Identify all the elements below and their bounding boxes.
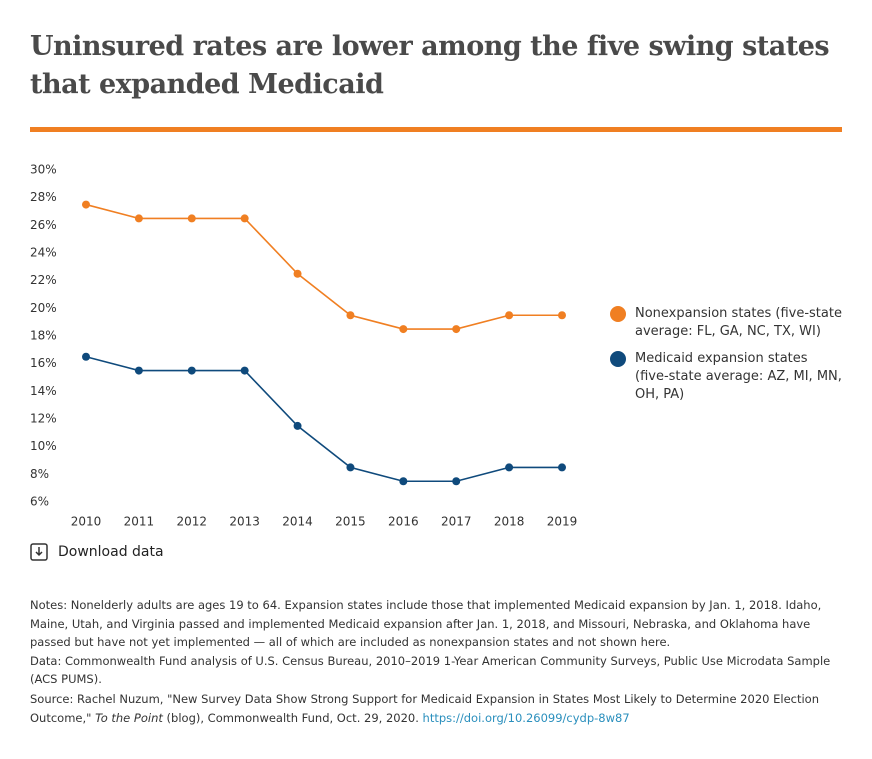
data-point <box>346 311 355 320</box>
x-tick-label: 2016 <box>388 515 419 529</box>
notes-text: Notes: Nonelderly adults are ages 19 to … <box>30 598 822 649</box>
source-text: (blog), Commonwealth Fund, Oct. 29, 2020… <box>162 710 423 725</box>
data-point <box>82 352 90 361</box>
x-tick-label: 2010 <box>71 515 102 529</box>
chart-title: Uninsured rates are lower among the five… <box>30 31 830 100</box>
data-point <box>505 463 514 472</box>
x-tick-label: 2019 <box>547 515 578 529</box>
y-tick-label: 26% <box>30 218 57 232</box>
x-tick-label: 2011 <box>124 515 155 529</box>
y-tick-label: 28% <box>30 190 57 204</box>
download-label[interactable]: Download data <box>58 544 164 560</box>
source-italic: To the Point <box>95 710 163 725</box>
legend-marker <box>610 306 626 322</box>
legend-item: Nonexpansion states (five-state average:… <box>610 305 845 341</box>
y-tick-label: 14% <box>30 384 57 398</box>
data-point <box>134 214 143 223</box>
y-tick-label: 16% <box>30 356 57 370</box>
data-point <box>558 463 566 472</box>
series-line <box>85 355 562 483</box>
x-tick-label: 2017 <box>441 515 472 529</box>
x-tick-label: 2018 <box>494 515 525 529</box>
series-line <box>85 203 562 330</box>
data-point <box>82 200 90 209</box>
data-point <box>240 214 249 223</box>
y-tick-label: 20% <box>30 301 57 315</box>
y-tick-label: 30% <box>30 163 57 177</box>
data-point <box>505 311 514 320</box>
y-tick-label: 6% <box>30 495 49 509</box>
data-point <box>240 366 249 375</box>
y-tick-label: 8% <box>30 467 49 481</box>
x-tick-label: 2012 <box>177 515 208 529</box>
data-note: Data: Commonwealth Fund analysis of U.S.… <box>30 653 831 687</box>
data-point <box>293 269 302 278</box>
notes: Notes: Nonelderly adults are ages 19 to … <box>30 596 845 689</box>
data-point <box>293 421 302 430</box>
y-tick-label: 22% <box>30 273 57 287</box>
source-text: Source: Rachel Nuzum, "New Survey Data S… <box>30 692 819 725</box>
data-point <box>452 325 461 334</box>
data-point <box>452 477 461 486</box>
legend-label: Nonexpansion states (five-state average:… <box>635 306 842 339</box>
data-point <box>187 214 196 223</box>
title-rule <box>30 127 842 132</box>
data-point <box>399 477 408 486</box>
x-tick-label: 2015 <box>335 515 366 529</box>
x-tick-label: 2013 <box>229 515 260 529</box>
source: Source: Rachel Nuzum, "New Survey Data S… <box>30 690 845 727</box>
x-tick-label: 2014 <box>282 515 313 529</box>
data-point <box>558 311 566 320</box>
data-point <box>134 366 143 375</box>
data-point <box>346 463 355 472</box>
download-icon <box>30 543 48 561</box>
chart: 6% 8% 10% 12% 14% 16% 18% 20% 22% 24% 26% 28% 30% 201… <box>30 163 578 529</box>
legend-marker <box>610 351 626 367</box>
y-tick-label: 10% <box>30 439 57 453</box>
legend-label: Medicaid expansion states (five-state av… <box>635 351 842 402</box>
source-link[interactable]: https://doi.org/10.26099/cydp-8w87 <box>422 710 630 725</box>
data-point <box>399 325 408 334</box>
download-button[interactable]: Download data <box>30 543 164 562</box>
y-tick-label: 12% <box>30 412 57 426</box>
y-tick-label: 18% <box>30 329 57 343</box>
legend-item: Medicaid expansion states (five-state av… <box>610 350 845 404</box>
data-point <box>187 366 196 375</box>
y-tick-label: 24% <box>30 246 57 260</box>
